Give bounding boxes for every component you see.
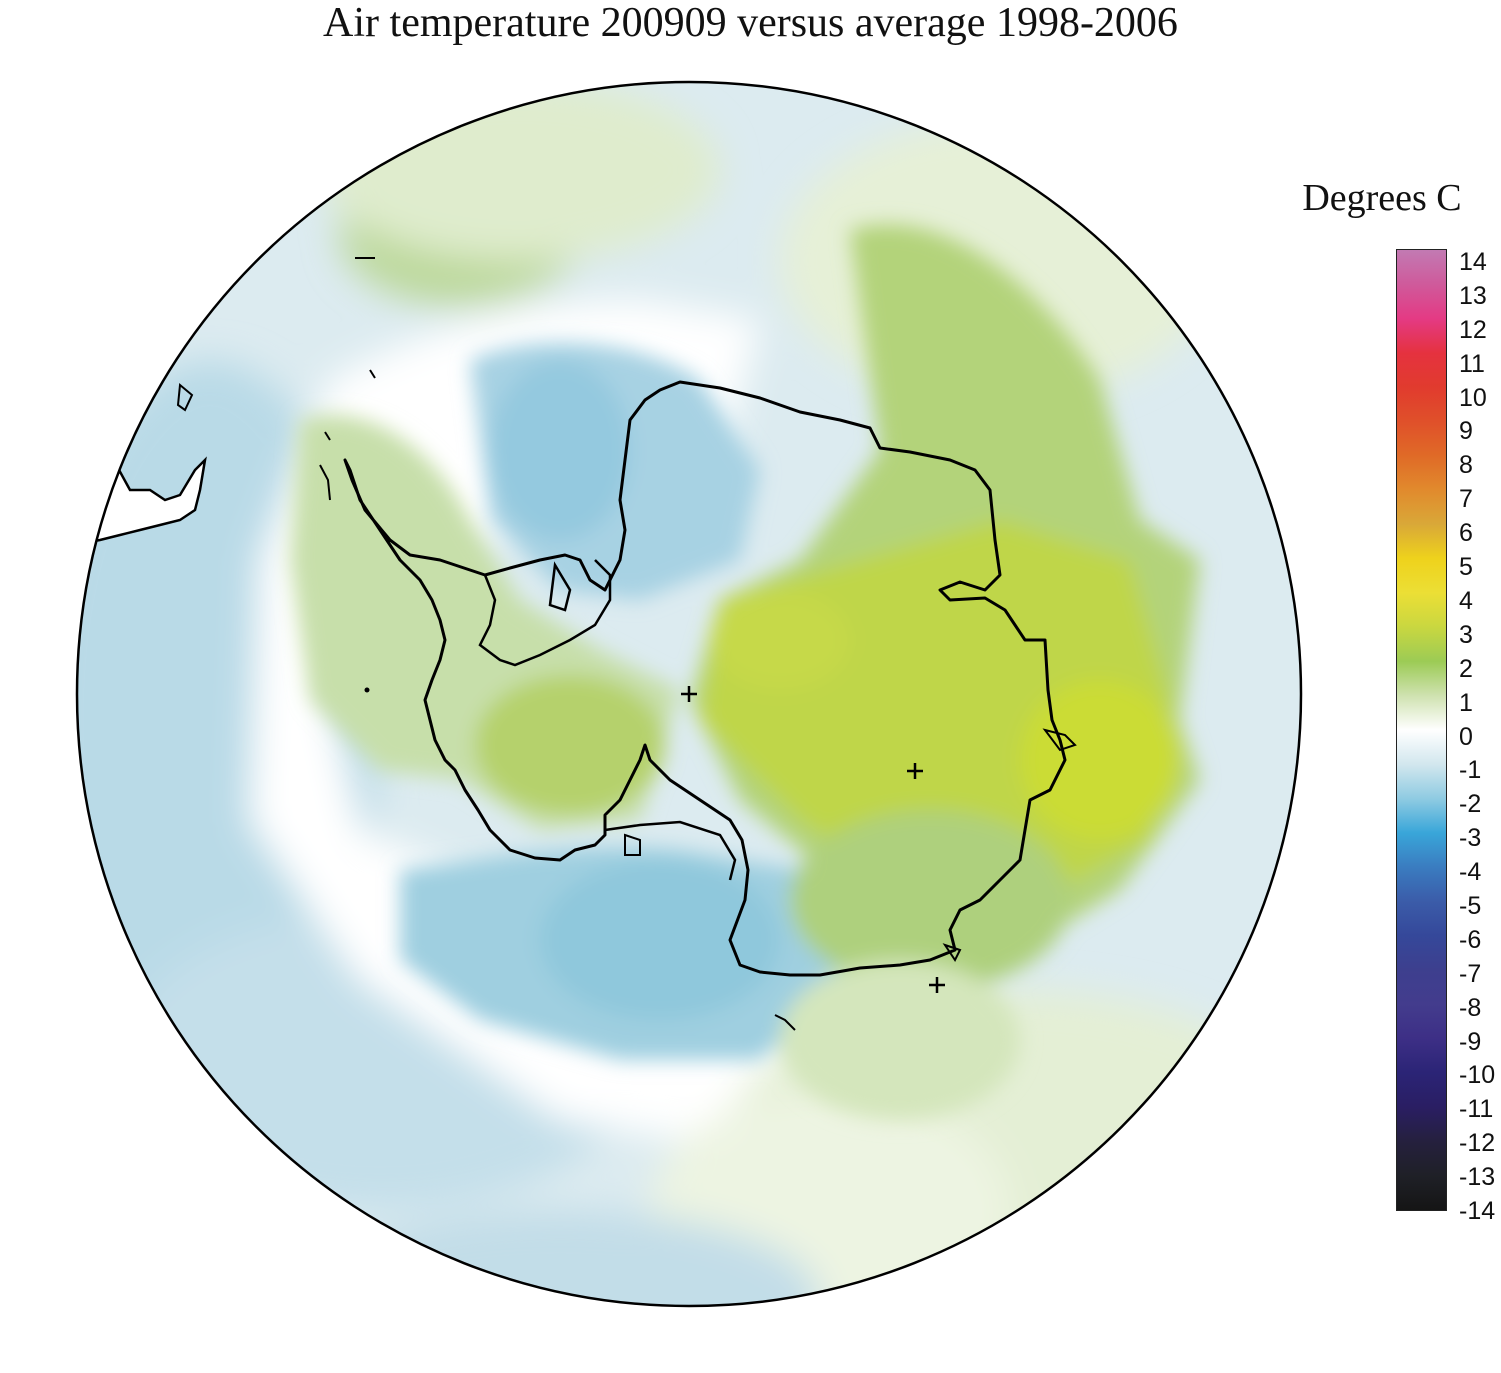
colorbar-tick-label: 12 bbox=[1459, 315, 1487, 344]
colorbar-tick-label: 4 bbox=[1459, 586, 1473, 615]
pole-marker bbox=[681, 686, 697, 702]
colorbar-tick-label: 14 bbox=[1459, 248, 1487, 276]
map-title: Air temperature 200909 versus average 19… bbox=[323, 0, 1178, 46]
colorbar-tick-label: 7 bbox=[1459, 485, 1473, 514]
colorbar-tick-label: -13 bbox=[1459, 1163, 1496, 1192]
colorbar-tick-label: -12 bbox=[1459, 1129, 1496, 1158]
colorbar-tick-label: -11 bbox=[1459, 1095, 1494, 1124]
legend-title: Degrees C bbox=[1302, 177, 1462, 219]
station-marker-east bbox=[907, 763, 923, 779]
map-boundary-circle bbox=[75, 80, 1303, 1308]
colorbar-tick-label: -14 bbox=[1459, 1197, 1496, 1225]
colorbar-tick-label: 3 bbox=[1459, 620, 1473, 649]
colorbar-tick-label: 11 bbox=[1459, 349, 1485, 378]
colorbar bbox=[1396, 249, 1447, 1211]
colorbar-tick-label: 10 bbox=[1459, 383, 1487, 412]
colorbar-tick-label: -7 bbox=[1459, 959, 1482, 988]
colorbar-tick-label: -10 bbox=[1459, 1061, 1496, 1090]
colorbar-tick-label: -8 bbox=[1459, 993, 1482, 1022]
colorbar-tick-label: -6 bbox=[1459, 925, 1482, 954]
antarctica-coastline bbox=[343, 380, 1067, 977]
colorbar-tick-label: 13 bbox=[1459, 281, 1487, 310]
colorbar-tick-label: -1 bbox=[1459, 756, 1482, 785]
weddell-ice-shelf-edge bbox=[478, 559, 612, 667]
colorbar-tick-label: -9 bbox=[1459, 1027, 1482, 1056]
colorbar-tick-label: 5 bbox=[1459, 553, 1473, 582]
station-marker-coast bbox=[929, 977, 945, 993]
ross-ice-shelf-edge bbox=[604, 820, 737, 881]
colorbar-tick-label: 6 bbox=[1459, 519, 1473, 548]
colorbar-tick-label: 8 bbox=[1459, 451, 1473, 480]
colorbar-tick-label: -4 bbox=[1459, 858, 1482, 887]
colorbar-tick-label: -5 bbox=[1459, 891, 1482, 920]
colorbar-tick-label: 2 bbox=[1459, 654, 1473, 683]
colorbar-tick-label: -3 bbox=[1459, 824, 1482, 853]
colorbar-tick-label: 0 bbox=[1459, 722, 1473, 751]
colorbar-tick-label: -2 bbox=[1459, 790, 1482, 819]
colorbar-tick-label: 9 bbox=[1459, 417, 1473, 446]
colorbar-tick-label: 1 bbox=[1459, 688, 1473, 717]
